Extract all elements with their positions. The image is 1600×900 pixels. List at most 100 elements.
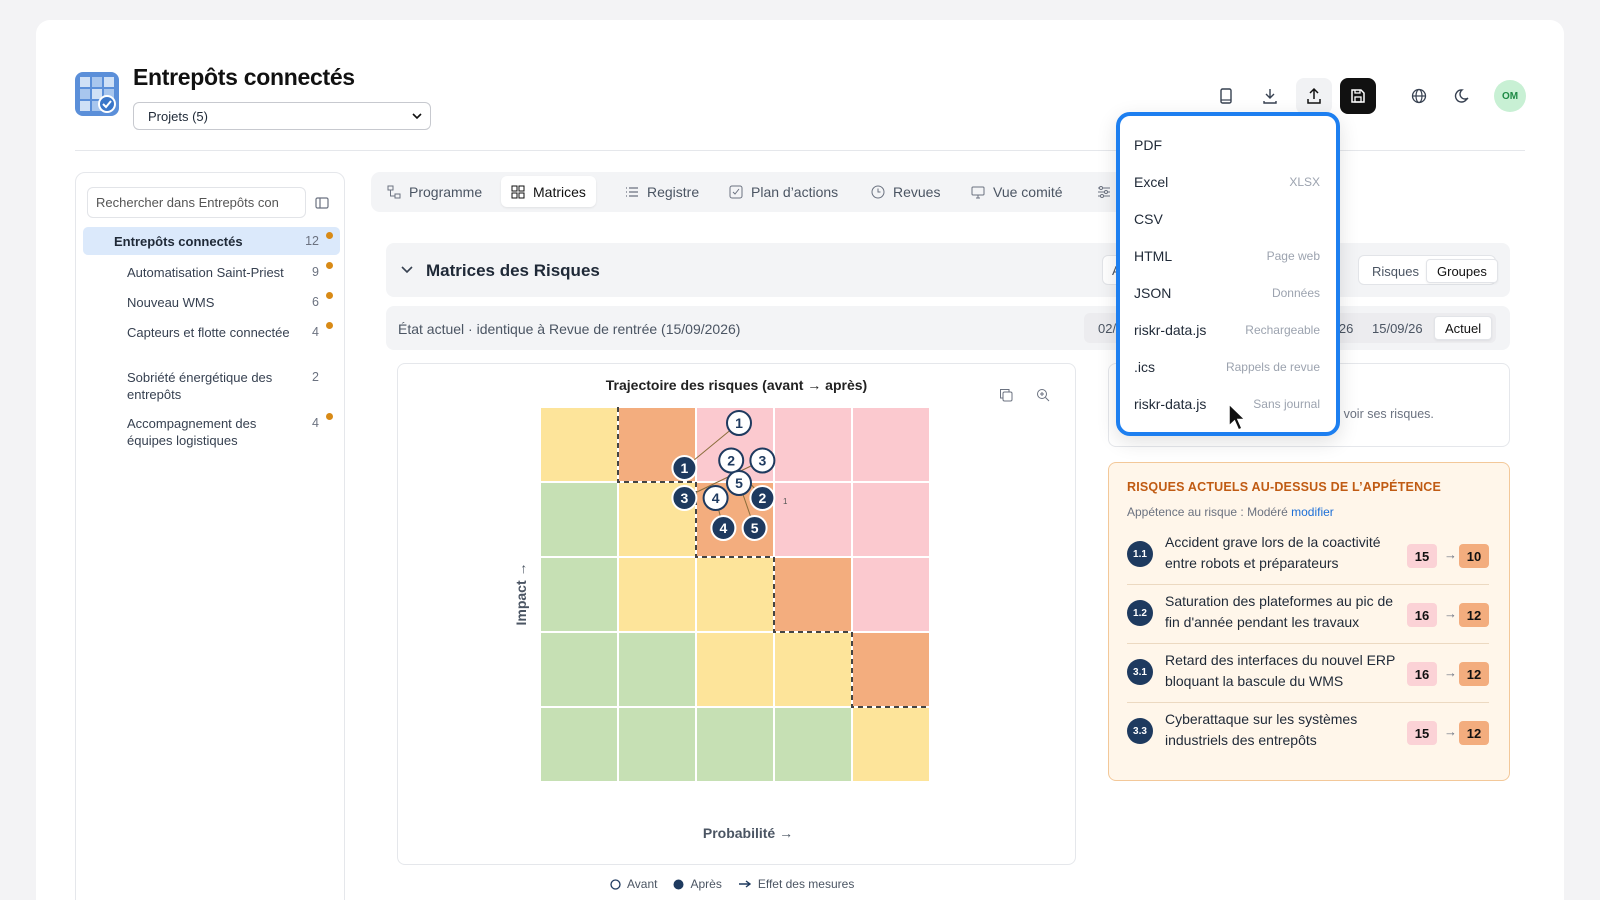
risk-id-badge: 3.3: [1127, 718, 1153, 744]
hollow-circle-icon: [610, 878, 621, 890]
filled-circle-icon: [673, 879, 684, 889]
chevron-down-icon[interactable]: [400, 264, 414, 276]
tab-programme[interactable]: Programme: [377, 176, 492, 207]
export-pdf[interactable]: PDF: [1134, 130, 1320, 160]
sidebar-item-capteurs[interactable]: Capteurs et flotte connectée 4: [83, 322, 340, 360]
sidebar-item-count: 9: [312, 265, 319, 279]
matrix-cell: [697, 708, 773, 781]
export-button[interactable]: [1296, 78, 1332, 114]
info-text: ur voir ses risques.: [1329, 407, 1434, 421]
project-select[interactable]: Projets (5): [133, 102, 431, 130]
avatar[interactable]: OM: [1494, 80, 1526, 112]
menu-item-label: .ics: [1134, 359, 1155, 375]
sidebar-toggle[interactable]: [310, 191, 334, 215]
before-marker[interactable]: 3: [749, 447, 776, 474]
appetite-boundary: [617, 407, 930, 708]
section-header: Matrices des Risques A e Risques Groupes: [386, 243, 1510, 297]
marker-label: 1: [681, 460, 689, 476]
sidebar-item-count: 4: [312, 325, 319, 339]
sidebar-item-wms[interactable]: Nouveau WMS 6: [83, 292, 340, 314]
sidebar-search-input[interactable]: Rechercher dans Entrepôts con: [87, 187, 306, 218]
globe-icon: [1411, 88, 1427, 104]
groupes-button[interactable]: Groupes: [1426, 259, 1498, 283]
export-excel[interactable]: Excel XLSX: [1134, 167, 1320, 197]
sidebar-item-label: Accompagnement des équipes logistiques: [127, 416, 257, 448]
risques-button[interactable]: Risques: [1372, 263, 1419, 279]
cell-note: 1: [783, 497, 788, 506]
sidebar-item-entrepots[interactable]: Entrepôts connectés 12: [83, 227, 340, 255]
tab-revues[interactable]: Revues: [861, 176, 950, 207]
divider: [1127, 702, 1489, 703]
date-option-actuel[interactable]: Actuel: [1434, 316, 1493, 340]
matrix-cell: [775, 633, 851, 706]
before-marker[interactable]: 1: [726, 410, 752, 436]
matrix-cell: [619, 708, 695, 781]
before-marker[interactable]: 2: [718, 447, 745, 474]
copy-button[interactable]: [995, 384, 1017, 406]
risk-row[interactable]: 1.2 Saturation des plateformes au pic de…: [1127, 586, 1489, 644]
save-icon: [1351, 89, 1365, 103]
after-marker[interactable]: 4: [710, 515, 737, 541]
status-dot: [326, 322, 333, 329]
download-button[interactable]: [1252, 78, 1288, 114]
before-marker[interactable]: 5: [726, 470, 752, 496]
export-riskr-data-sans-journal[interactable]: riskr-data.js Sans journal: [1134, 389, 1320, 419]
marker-label: 4: [720, 520, 728, 536]
app-logo: [75, 72, 119, 116]
risk-row[interactable]: 3.3 Cyberattaque sur les systèmes indust…: [1127, 704, 1489, 762]
project-select-value: Projets (5): [148, 108, 208, 124]
sidebar-item-sobriete[interactable]: Sobriété énergétique des entrepôts 2: [83, 369, 340, 405]
before-marker[interactable]: 4: [702, 485, 729, 511]
tab-vue-comite[interactable]: Vue comité: [961, 176, 1073, 207]
after-marker[interactable]: 1: [671, 455, 698, 481]
sidebar-item-accompagnement[interactable]: Accompagnement des équipes logistiques 4: [83, 413, 340, 451]
matrix-cell: [541, 408, 617, 481]
risk-row[interactable]: 1.1 Accident grave lors de la coactivité…: [1127, 527, 1489, 585]
appetite-panel: RISQUES ACTUELS AU-DESSUS DE L’APPÉTENCE…: [1108, 462, 1510, 781]
modify-link[interactable]: modifier: [1291, 505, 1334, 519]
sliders-icon: [1098, 185, 1110, 198]
menu-item-label: HTML: [1134, 248, 1173, 264]
date-option[interactable]: 15/09/26: [1372, 320, 1423, 336]
tab-registre[interactable]: Registre: [615, 176, 709, 207]
tab-settings[interactable]: [1087, 176, 1121, 207]
risk-label: Accident grave lors de la coactivité ent…: [1165, 534, 1381, 571]
score-before: 15: [1407, 544, 1437, 568]
chart-legend: Avant Après Effet des mesures: [610, 877, 854, 891]
marker-label: 2: [727, 453, 735, 469]
tab-label: Registre: [647, 183, 700, 200]
section-title: Matrices des Risques: [426, 261, 600, 280]
menu-item-hint: Données: [1271, 286, 1320, 300]
theme-button[interactable]: [1445, 78, 1481, 114]
tab-matrices[interactable]: Matrices: [501, 176, 596, 207]
zoom-button[interactable]: [1032, 384, 1054, 406]
sidebar-item-automatisation[interactable]: Automatisation Saint-Priest 9: [83, 262, 340, 284]
export-html[interactable]: HTML Page web: [1134, 241, 1320, 271]
language-button[interactable]: [1401, 78, 1437, 114]
arrow-right-icon: [738, 880, 751, 888]
matrix-cell: [853, 483, 929, 556]
risk-id-badge: 3.1: [1127, 659, 1153, 685]
tab-label: Vue comité: [993, 183, 1063, 200]
export-csv[interactable]: CSV: [1134, 204, 1320, 234]
after-marker[interactable]: 5: [741, 515, 768, 541]
book-button[interactable]: [1208, 78, 1244, 114]
tab-label: Programme: [409, 183, 483, 200]
matrix-cell: [853, 633, 929, 706]
tab-plan-actions[interactable]: Plan d’actions: [719, 176, 848, 207]
matrix-cell: [619, 558, 695, 631]
export-ics[interactable]: .ics Rappels de revue: [1134, 352, 1320, 382]
after-marker[interactable]: 3: [671, 485, 698, 511]
menu-item-hint: Rappels de revue: [1225, 360, 1320, 374]
matrix-cell: [541, 708, 617, 781]
score-arrow: →: [1444, 606, 1457, 621]
after-marker[interactable]: 2: [749, 485, 776, 511]
export-riskr-data-rechargeable[interactable]: riskr-data.js Rechargeable: [1134, 315, 1320, 345]
tab-label: Plan d’actions: [751, 183, 839, 200]
divider: [1127, 643, 1489, 644]
page-title: Entrepôts connectés: [133, 64, 355, 90]
risk-row[interactable]: 3.1 Retard des interfaces du nouvel ERP …: [1127, 645, 1489, 703]
save-button[interactable]: [1340, 78, 1376, 114]
export-json[interactable]: JSON Données: [1134, 278, 1320, 308]
